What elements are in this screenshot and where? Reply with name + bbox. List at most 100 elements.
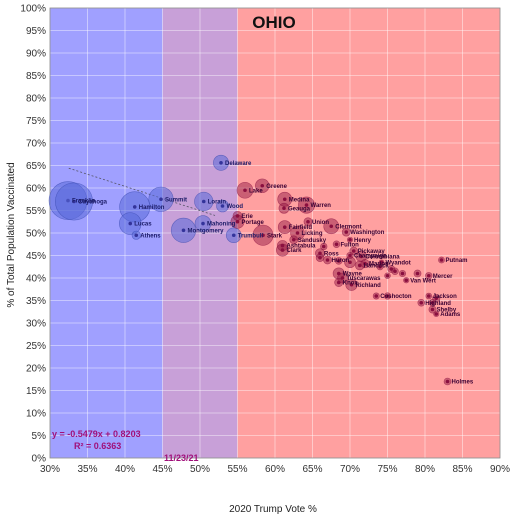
x-tick-label: 80% [415,464,435,475]
point-champaign [348,253,352,258]
point-label: Stark [267,233,283,239]
point-clermont [329,224,334,229]
y-tick-label: 60% [26,184,46,195]
y-tick-label: 35% [26,296,46,307]
point-guernsey [385,294,390,298]
point-defiance [400,271,405,276]
point-label: Champaign [354,254,387,260]
point-pickaway [351,249,356,253]
point-label: Lake [249,188,263,194]
point-label: Lucas [134,222,152,228]
point-label: Cuyahoga [78,200,108,206]
point-summit [159,197,163,202]
point-marion [363,261,367,266]
point-label: Henry [354,238,372,244]
x-tick-label: 30% [40,464,60,475]
point-label: Hancock [364,263,390,269]
point-label: Mahoning [207,222,236,228]
point-coshocton [374,294,379,298]
point-geauga [282,206,286,211]
point-label: Lorain [208,200,227,206]
point-label: Franklin [72,199,96,205]
point-warren [304,203,309,207]
y-tick-label: 0% [32,454,47,465]
point-crawford [393,269,397,274]
gridlines [49,7,501,459]
y-tick-label: 55% [26,206,46,217]
point-lucas [128,221,133,226]
point-label: Shelby [437,308,457,314]
y-tick-label: 85% [26,71,46,82]
x-tick-labels: 30% 35% 40% 45% 50% 55% 60% 65% 70% 75% 80% 85% 90% [40,464,510,475]
point-label: Van Wert [410,278,436,284]
point-logan [389,267,394,271]
point-sandusky [291,237,296,242]
point-label: Warren [311,203,332,209]
regression-equation: y = -0.5479x + 0.8203 [52,429,141,439]
y-tick-label: 25% [26,341,46,352]
point-label: Marion [369,262,389,268]
y-tick-label: 45% [26,251,46,262]
point-columbiana [359,254,364,259]
x-tick-label: 90% [490,464,510,475]
point-label: Coshocton [380,294,412,300]
point-label: Sandusky [298,238,327,244]
point-label: Clark [287,248,303,254]
point-richland [349,282,354,287]
point-seneca [318,255,322,260]
point-label: Medina [289,197,310,203]
y-tick-label: 15% [26,386,46,397]
point-label: Summit [165,197,187,203]
x-tick-label: 70% [340,464,360,475]
point-label: Hamilton [139,205,165,211]
point-licking [295,231,300,235]
point-wood [220,204,225,208]
y-axis-title: % of Total Population Vaccinated [6,162,17,307]
point-label: Fairfield [289,225,313,231]
point-label: Adams [440,312,461,318]
point-label: Pickaway [358,249,386,255]
y-tick-labels: 0% 5% 10% 15% 20% 25% 30% 35% 40% 45% 50% 55% 60% 65%… [20,4,46,465]
point-label: Greene [266,184,287,190]
point-mahoning [201,221,205,226]
point-williams [378,264,382,269]
x-tick-label: 60% [265,464,285,475]
point-auglaize [415,271,420,276]
y-tick-label: 20% [26,364,46,375]
point-erie [235,214,240,218]
trendline-segment [68,167,216,216]
x-tick-label: 45% [152,464,172,475]
point-ottawa [321,244,326,249]
point-label: Tuscarawas [347,276,382,282]
point-darke [434,296,439,301]
point-henry [348,237,352,242]
point-label: Jackson [433,294,457,300]
point-label: Knox [343,281,359,287]
x-tick-label: 75% [377,464,397,475]
point-fulton [334,242,339,247]
y-tick-label: 70% [26,139,46,150]
y-tick-label: 65% [26,161,46,172]
y-tick-label: 5% [32,431,47,442]
point-madison [336,259,341,263]
point-label: Trumbull [238,233,264,239]
r-squared: R² = 0.6363 [74,441,121,451]
point-label: Clermont [335,224,361,230]
x-tick-label: 50% [190,464,210,475]
point-hamilton [132,205,137,209]
point-holmes [445,379,450,384]
point-label: Ashtabula [287,244,317,250]
point-tuscarawas [340,276,345,280]
point-medina [282,197,287,202]
date-label: 11/23/21 [164,453,199,463]
point-label: Licking [302,231,323,237]
point-label: Wayne [343,272,363,278]
point-shelby [430,307,435,312]
point-trumbull [231,233,236,238]
point-label: Fulton [341,242,360,248]
point-label: Delaware [225,161,252,167]
point-label: Huron [332,258,350,264]
point-mercer [426,273,431,278]
